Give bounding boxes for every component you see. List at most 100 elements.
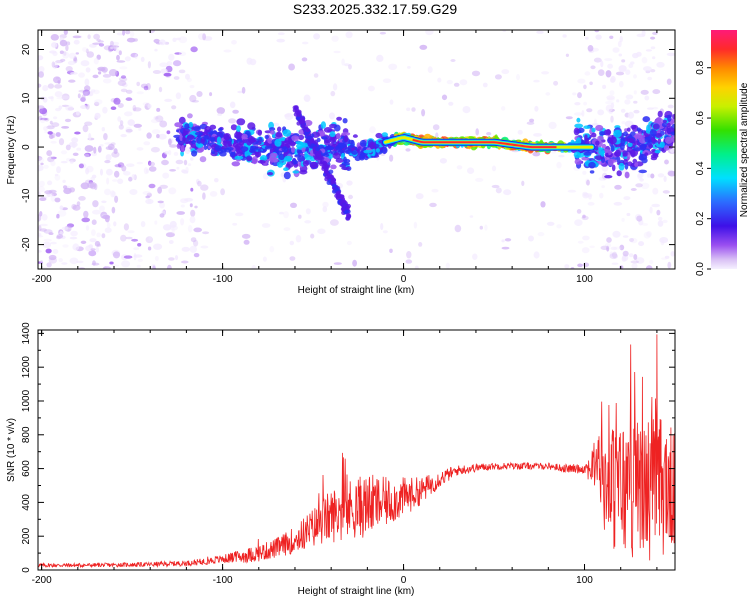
spectrogram-cell — [649, 129, 657, 137]
spectrogram-cell — [456, 165, 463, 170]
spectrogram-cell — [78, 72, 85, 78]
spectrogram-cell — [96, 232, 101, 238]
spectrogram-cell — [187, 225, 193, 233]
spectrogram-cell — [153, 38, 160, 44]
spectrogram-cell — [68, 141, 78, 148]
spectrogram-cell — [277, 126, 282, 133]
spectrogram-cell — [607, 158, 614, 166]
spectrogram-cell — [126, 37, 136, 43]
spectrogram-cell — [610, 246, 618, 251]
spectrogram-cell — [343, 135, 349, 143]
spectrogram-cell — [624, 162, 629, 170]
spectrogram-cell — [69, 236, 78, 240]
spectrogram-cell — [599, 131, 605, 136]
spectrogram-cell — [59, 39, 68, 47]
spectrogram-cell — [320, 121, 326, 129]
spectrogram-cell — [453, 82, 460, 87]
snr-x-tick-label: 0 — [401, 575, 407, 586]
spectrogram-cell — [504, 238, 512, 242]
spectrogram-cell — [120, 88, 128, 93]
spectrogram-cell — [159, 201, 165, 209]
spectrogram-cell — [657, 173, 665, 178]
spectrogram-cell — [214, 145, 222, 152]
spectrogram-cell — [58, 138, 65, 146]
spectrogram-cell — [283, 171, 291, 180]
spectrogram-cell — [48, 189, 57, 194]
spectrogram-cell — [577, 92, 582, 99]
spectrogram-cell — [298, 214, 302, 219]
spectrogram-cell — [591, 123, 599, 126]
spectrogram-cell — [151, 264, 156, 269]
spectrogram-cell — [95, 246, 99, 253]
spectrogram-cell — [88, 250, 97, 257]
spectrogram-cell — [168, 187, 177, 195]
spectrogram-cell — [564, 264, 570, 269]
spectrogram-cell — [666, 122, 671, 128]
spectrogram-cell — [148, 161, 155, 167]
spectrogram-cell — [429, 202, 437, 208]
spectrogram-cell — [169, 169, 177, 172]
spectrogram-cell — [48, 254, 57, 261]
spectrogram-cell — [40, 117, 48, 121]
spectrogram-cell — [38, 214, 42, 222]
spectrogram-cell — [142, 191, 151, 195]
spectrogram-cell — [125, 97, 133, 101]
spectrogram-cell — [624, 128, 628, 132]
spectrogram-cell — [59, 50, 64, 55]
spectrogram-cell — [97, 145, 102, 153]
spectrogram-cell — [84, 152, 91, 157]
spectrogram-cell — [672, 113, 675, 120]
spectrogram-cell — [159, 184, 168, 189]
spectrogram-cell — [336, 116, 342, 121]
spectrogram-cell — [349, 144, 354, 148]
spectrogram-cell — [173, 76, 180, 80]
spectrogram-cell — [659, 141, 665, 148]
spectrogram-cell — [68, 52, 77, 59]
spectrogram-cell — [647, 107, 654, 110]
spectrogram-cell — [82, 47, 88, 52]
spectrogram-cell — [98, 43, 105, 47]
spectrogram-cell — [644, 95, 650, 101]
spectrogram-cell — [47, 156, 55, 163]
spectrogram-cell — [106, 168, 113, 176]
spectrogram-cell — [526, 121, 535, 125]
spectrogram-cell — [102, 78, 112, 84]
spectrogram-cell — [445, 262, 450, 269]
spectrogram-cell — [223, 49, 232, 53]
spectrogram-cell — [175, 37, 182, 41]
spectrogram-cell — [421, 109, 426, 117]
spectrogram-cell — [389, 154, 394, 162]
spectrogram-cell — [585, 36, 589, 40]
spectrogram-cell — [156, 107, 161, 112]
spectrogram-cell — [191, 150, 198, 157]
spectrogram-cell — [325, 146, 335, 151]
spectrogram-cell — [624, 99, 631, 105]
spectrogram-cell — [231, 40, 237, 45]
spectrogram-cell — [152, 70, 162, 74]
spectrogram-cell — [664, 255, 670, 259]
spectrogram-cell — [599, 192, 604, 199]
spectrogram-cell — [260, 155, 268, 161]
spectrogram-cell — [604, 152, 609, 158]
spectrogram-cell — [327, 174, 332, 179]
spectrogram-cell — [431, 188, 439, 193]
spectrogram-cell — [598, 176, 607, 181]
spectrogram-cell — [494, 74, 502, 80]
spectrogram-cell — [379, 31, 386, 35]
spectrogram-y-tick-label: 20 — [21, 44, 32, 56]
spectrogram-cell — [644, 136, 650, 143]
spectrogram-cell — [633, 74, 637, 79]
spectrogram-cell — [133, 253, 137, 261]
spectrogram-cell — [90, 89, 96, 93]
spectrogram-cell — [288, 63, 295, 71]
spectrogram-cell — [618, 162, 625, 171]
spectrogram-cell — [178, 51, 187, 57]
spectrogram-cell — [323, 169, 329, 175]
spectrogram-cell — [558, 154, 565, 158]
spectrogram-cell — [269, 130, 275, 135]
spectrogram-cell — [53, 116, 58, 120]
spectrogram-cell — [313, 33, 321, 40]
spectrogram-cell — [663, 175, 667, 182]
spectrogram-cell — [645, 265, 653, 269]
spectrogram-cell — [178, 69, 186, 74]
